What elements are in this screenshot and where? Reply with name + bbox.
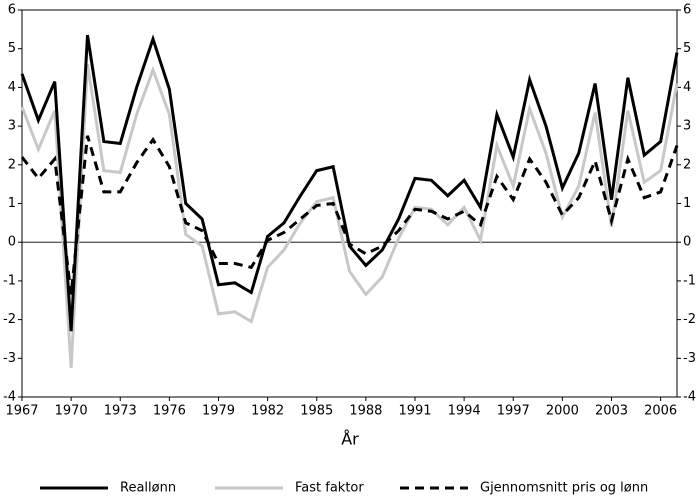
y-tick-label: 4 (8, 80, 16, 95)
x-tick-label: 1985 (300, 404, 333, 419)
y2-tick-label: -4 (683, 390, 696, 405)
plot-frame (21, 9, 678, 398)
y-tick-label: 5 (8, 41, 16, 56)
y2-tick-label: 3 (683, 119, 691, 134)
y-tick-label: -1 (3, 273, 16, 288)
x-tick-label: 1988 (349, 404, 382, 419)
x-tick-label: 1991 (398, 404, 431, 419)
y-tick-label: -3 (3, 351, 16, 366)
legend-label: Gjennomsnitt pris og lønn (480, 481, 648, 496)
y2-tick-label: 2 (683, 157, 691, 172)
x-tick-label: 1976 (153, 404, 186, 419)
y2-tick-label: -3 (683, 351, 696, 366)
y2-tick-label: 6 (683, 3, 691, 18)
y2-tick-label: -2 (683, 312, 696, 327)
y2-tick-label: 4 (683, 80, 691, 95)
y2-tick-label: 1 (683, 196, 691, 211)
y2-tick-label: -1 (683, 273, 696, 288)
legend-label: Fast faktor (295, 481, 364, 496)
y-tick-label: 2 (8, 157, 16, 172)
y-tick-label: -2 (3, 312, 16, 327)
y2-tick-label: 0 (683, 235, 691, 250)
x-tick-label: 2003 (595, 404, 628, 419)
y2-tick-label: 5 (683, 41, 691, 56)
y-tick-label: 6 (8, 3, 16, 18)
y-tick-label: 0 (8, 235, 16, 250)
y-tick-label: 1 (8, 196, 16, 211)
y-tick-label: -4 (3, 390, 16, 405)
series-line (20, 34, 679, 332)
x-tick-label: 1973 (104, 404, 137, 419)
x-tick-label: 1997 (497, 404, 530, 419)
x-tick-label: 2000 (546, 404, 579, 419)
y-tick-label: 3 (8, 119, 16, 134)
x-tick-label: 1982 (251, 404, 284, 419)
x-axis-label: År (341, 430, 359, 449)
legend-label: Reallønn (120, 481, 176, 496)
x-tick-label: 1970 (55, 404, 88, 419)
x-tick-label: 1994 (448, 404, 481, 419)
series-line (20, 63, 679, 369)
x-tick-label: 1979 (202, 404, 235, 419)
x-tick-label: 2006 (644, 404, 677, 419)
x-tick-label: 1967 (5, 404, 38, 419)
